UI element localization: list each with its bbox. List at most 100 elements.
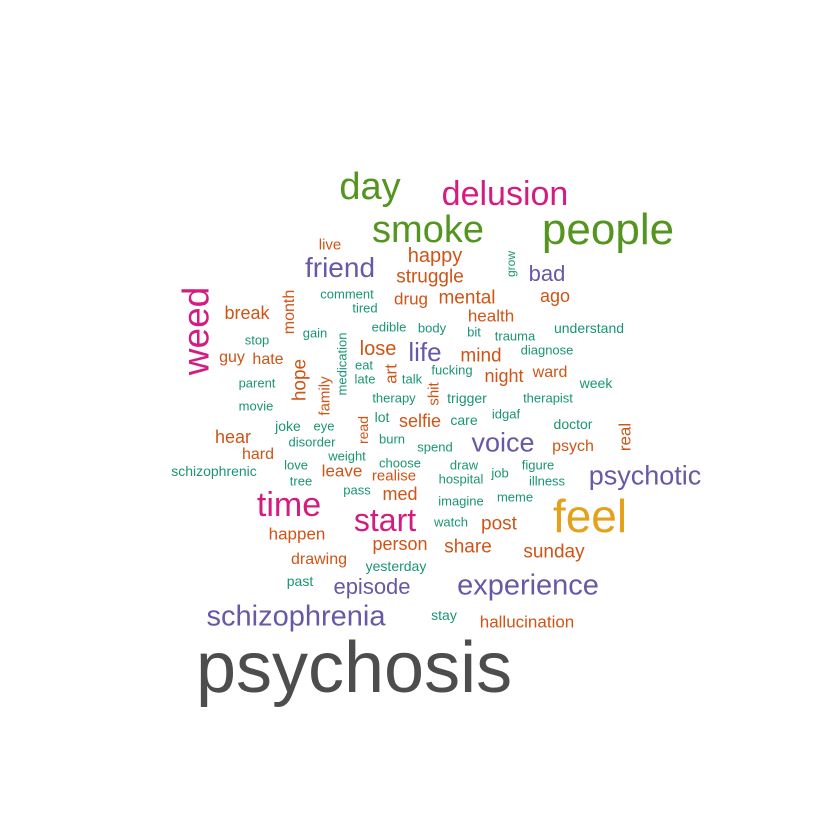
word-trigger: trigger	[447, 390, 487, 406]
word-care: care	[450, 412, 478, 428]
word-break: break	[224, 303, 270, 323]
word-illness: illness	[528, 473, 566, 489]
word-tree: tree	[289, 473, 313, 489]
word-past: past	[286, 573, 314, 589]
word-diagnose: diagnose	[520, 342, 574, 358]
word-tired: tired	[352, 300, 378, 316]
word-therapy: therapy	[372, 390, 416, 406]
word-late: late	[354, 371, 376, 387]
word-feel: feel	[552, 490, 628, 542]
word-ago: ago	[539, 286, 571, 306]
word-body: body	[417, 320, 447, 336]
word-hard: hard	[241, 446, 275, 463]
word-psychosis: psychosis	[195, 628, 513, 708]
word-idgaf: idgaf	[491, 406, 521, 422]
word-leave: leave	[321, 461, 363, 481]
word-med: med	[382, 484, 418, 504]
word-doctor: doctor	[553, 416, 593, 432]
word-struggle: struggle	[396, 266, 464, 288]
word-schizophrenia: schizophrenia	[206, 600, 386, 633]
word-movie: movie	[238, 398, 274, 414]
word-happen: happen	[268, 524, 326, 544]
word-family: family	[316, 376, 334, 416]
word-medication: medication	[334, 332, 350, 396]
word-stay: stay	[431, 607, 457, 623]
word-health: health	[467, 306, 515, 326]
word-eye: eye	[313, 418, 335, 434]
word-stop: stop	[244, 332, 270, 348]
word-disorder: disorder	[288, 434, 336, 450]
word-smoke: smoke	[372, 209, 484, 251]
word-experience: experience	[457, 569, 599, 602]
word-hear: hear	[214, 427, 252, 447]
word-episode: episode	[333, 574, 411, 599]
word-edible: edible	[371, 319, 407, 335]
word-month: month	[281, 289, 298, 335]
word-comment: comment	[320, 286, 374, 302]
word-hate: hate	[252, 351, 284, 368]
word-weight: weight	[328, 448, 366, 464]
word-mental: mental	[438, 287, 496, 309]
word-hospital: hospital	[438, 471, 484, 487]
word-hallucination: hallucination	[479, 612, 575, 632]
word-post: post	[481, 513, 517, 535]
word-pass: pass	[343, 482, 371, 498]
word-meme: meme	[496, 489, 534, 505]
word-person: person	[372, 534, 428, 554]
word-share: share	[444, 536, 492, 558]
word-psychotic: psychotic	[588, 460, 702, 491]
word-start: start	[353, 502, 417, 538]
word-ward: ward	[532, 364, 568, 381]
word-bit: bit	[467, 324, 481, 340]
word-life: life	[408, 337, 442, 367]
word-burn: burn	[378, 431, 406, 447]
word-grow: grow	[504, 250, 518, 278]
word-schizophrenic: schizophrenic	[171, 463, 257, 479]
word-yesterday: yesterday	[365, 558, 427, 574]
word-gain: gain	[302, 325, 328, 341]
word-friend: friend	[304, 252, 376, 283]
word-day: day	[339, 166, 401, 208]
word-watch: watch	[434, 514, 468, 530]
word-figure: figure	[521, 457, 555, 473]
word-voice: voice	[471, 427, 535, 458]
word-mind: mind	[460, 345, 502, 367]
word-spend: spend	[417, 439, 453, 455]
word-night: night	[484, 366, 524, 386]
word-drawing: drawing	[290, 551, 348, 568]
word-guy: guy	[219, 349, 245, 366]
word-selfie: selfie	[398, 411, 442, 431]
word-understand: understand	[553, 320, 625, 336]
word-draw: draw	[449, 457, 479, 473]
word-joke: joke	[275, 418, 301, 434]
word-real: real	[615, 422, 635, 452]
word-love: love	[284, 457, 308, 473]
word-shit: shit	[425, 382, 443, 406]
word-weed: weed	[175, 286, 217, 376]
word-read: read	[355, 415, 371, 445]
word-bad: bad	[528, 261, 566, 286]
word-hope: hope	[289, 358, 311, 402]
word-sunday: sunday	[523, 541, 585, 563]
word-job: job	[491, 465, 509, 481]
word-week: week	[579, 375, 613, 391]
word-time: time	[256, 486, 322, 524]
word-choose: choose	[379, 455, 421, 471]
word-happy: happy	[407, 245, 463, 267]
word-fucking: fucking	[431, 362, 473, 378]
word-lot: lot	[374, 409, 390, 425]
word-psych: psych	[552, 438, 594, 455]
word-therapist: therapist	[523, 390, 573, 406]
word-realise: realise	[371, 467, 417, 485]
word-eat: eat	[354, 357, 374, 373]
word-parent: parent	[238, 375, 276, 391]
word-art: art	[381, 364, 401, 384]
word-delusion: delusion	[441, 175, 569, 213]
word-trauma: trauma	[494, 328, 536, 344]
word-people: people	[541, 205, 675, 254]
word-imagine: imagine	[438, 493, 484, 509]
word-talk: talk	[401, 371, 423, 387]
word-live: live	[318, 236, 342, 254]
word-drug: drug	[393, 289, 429, 309]
